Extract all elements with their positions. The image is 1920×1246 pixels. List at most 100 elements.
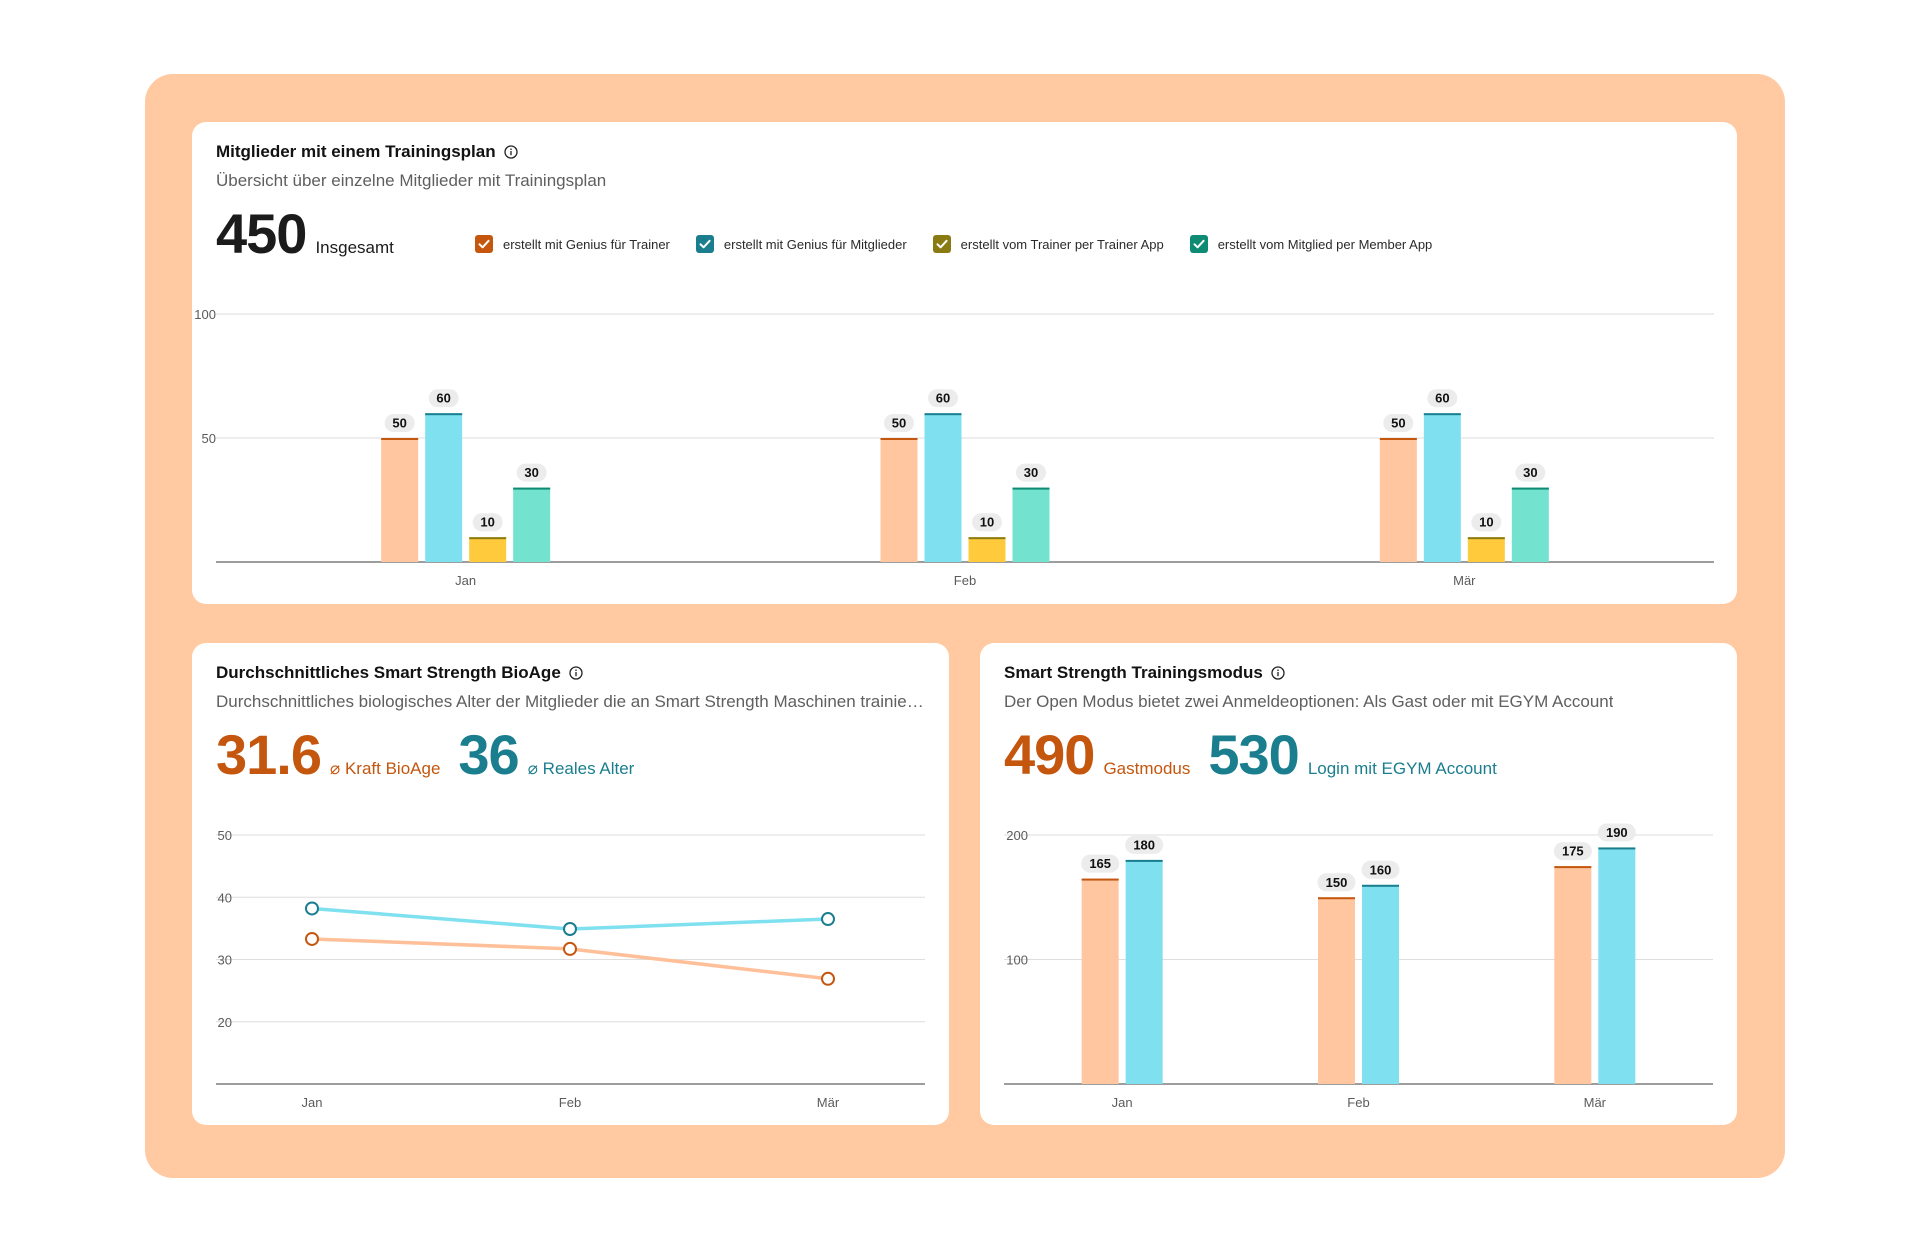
legend-item[interactable]: erstellt vom Mitglied per Member App (1189, 235, 1432, 253)
training-mode-card: Smart Strength Trainingsmodus Der Open M… (980, 643, 1737, 1125)
members-card-title: Mitglieder mit einem Trainingsplan (216, 142, 496, 161)
data-point (563, 941, 577, 956)
data-label-pill (928, 389, 958, 408)
bar-cap (1012, 487, 1050, 490)
data-label-pill (428, 389, 459, 408)
legend-item[interactable]: erstellt mit Genius für Mitglieder (695, 235, 907, 253)
legend-item[interactable]: erstellt mit Genius für Trainer (475, 235, 670, 253)
x-tick-label: Feb (559, 1095, 581, 1110)
data-label: 160 (1370, 862, 1392, 877)
legend-label: erstellt vom Trainer per Trainer App (960, 236, 1164, 252)
bar-cap (1125, 859, 1163, 862)
data-label-pill (1553, 842, 1592, 861)
data-label: 10 (1479, 515, 1493, 530)
y-tick-label: 100 (1006, 953, 1028, 968)
guest-mode-value: 490 (1004, 723, 1095, 786)
data-label-pill (1427, 389, 1458, 408)
data-label-pill (884, 414, 914, 432)
bar-cap (1081, 878, 1119, 881)
bioage-card-title: Durchschnittliches Smart Strength BioAge (216, 663, 561, 682)
x-tick-label: Jan (455, 573, 476, 588)
data-label-pill (1383, 414, 1414, 432)
data-label-pill (1597, 823, 1636, 842)
bar (1554, 866, 1592, 1084)
x-tick-label: Feb (954, 573, 976, 588)
egym-login-label: Login mit EGYM Account (1307, 759, 1497, 778)
bar (1467, 537, 1505, 562)
data-label: 180 (1133, 837, 1155, 852)
training-mode-bar-chart: 100 200 165 180 Jan 150 160 Feb 175 190 Mär (1004, 823, 1713, 1110)
bar (1379, 438, 1417, 562)
bar (469, 537, 507, 562)
bar (1012, 487, 1050, 562)
bioage-label: ⌀ Kraft BioAge (330, 759, 441, 778)
info-icon[interactable] (1271, 666, 1285, 680)
card-title: Smart Strength Trainingsmodus (1004, 663, 1285, 683)
data-label: 60 (1435, 391, 1449, 406)
data-label-pill (1515, 463, 1546, 482)
bar (513, 487, 551, 562)
bar-cap (1318, 897, 1355, 900)
data-label-pill (1016, 463, 1046, 482)
checkbox-icon[interactable] (932, 235, 951, 253)
y-tick-label: 50 (218, 828, 232, 843)
y-tick-label: 100 (194, 307, 216, 322)
members-total-label: Insgesamt (315, 238, 394, 257)
mode-kpis: 490 Gastmodus 530 Login mit EGYM Account (1004, 727, 1497, 783)
x-tick-label: Feb (1347, 1095, 1369, 1110)
bar-cap (924, 413, 962, 416)
data-label: 50 (892, 416, 906, 431)
checkbox-icon[interactable] (1189, 235, 1208, 253)
data-label: 10 (980, 515, 994, 530)
data-label: 190 (1606, 825, 1628, 840)
data-label: 30 (1523, 465, 1537, 480)
bar (1423, 413, 1461, 562)
bioage-value: 31.6 (216, 723, 322, 786)
data-label: 60 (436, 391, 450, 406)
y-tick-label: 50 (202, 431, 216, 446)
y-tick-label: 30 (218, 953, 232, 968)
bar-cap (880, 438, 918, 440)
bar-cap (513, 487, 551, 490)
data-label: 165 (1089, 856, 1111, 871)
y-tick-label: 200 (1006, 828, 1028, 843)
data-label-pill (384, 414, 415, 432)
x-tick-label: Mär (1584, 1095, 1607, 1110)
bar-cap (1467, 537, 1505, 540)
data-label: 30 (524, 465, 538, 480)
checkbox-icon[interactable] (475, 235, 493, 253)
bar (1511, 487, 1549, 562)
y-tick-label: 40 (218, 890, 232, 905)
data-label-pill (472, 513, 503, 532)
bar-cap (1362, 884, 1399, 887)
data-label: 30 (1024, 465, 1038, 480)
bar (1598, 847, 1636, 1084)
bar-cap (425, 413, 463, 416)
bar (1125, 859, 1163, 1084)
data-label-pill (1125, 835, 1164, 854)
bioage-line-chart: 20 30 40 50 Jan Feb Mär (216, 828, 925, 1110)
data-label-pill (516, 463, 547, 482)
data-label-pill (1361, 860, 1400, 879)
members-training-plan-card: Mitglieder mit einem Trainingsplan Übers… (192, 122, 1737, 604)
legend-item[interactable]: erstellt vom Trainer per Trainer App (932, 235, 1164, 253)
data-label-pill (972, 513, 1002, 532)
legend-label: erstellt mit Genius für Mitglieder (723, 236, 907, 252)
data-point (821, 971, 835, 986)
egym-login-value: 530 (1208, 723, 1299, 786)
data-point (821, 912, 835, 927)
info-icon[interactable] (503, 145, 518, 159)
bar (924, 413, 962, 562)
data-label: 175 (1562, 844, 1584, 859)
members-bar-chart: 50 100 50 60 10 30 Jan 50 60 10 30 Feb 50 60 10 30 Mär (194, 307, 1714, 588)
data-label: 50 (392, 416, 406, 431)
checkbox-icon[interactable] (695, 235, 714, 253)
info-icon[interactable] (569, 666, 583, 680)
x-tick-label: Mär (1453, 573, 1476, 588)
bar (880, 438, 918, 562)
data-label: 50 (1391, 416, 1405, 431)
real-age-value: 36 (458, 723, 519, 786)
bar-cap (381, 438, 419, 440)
legend-label: erstellt mit Genius für Trainer (503, 236, 670, 252)
data-point (563, 921, 577, 936)
